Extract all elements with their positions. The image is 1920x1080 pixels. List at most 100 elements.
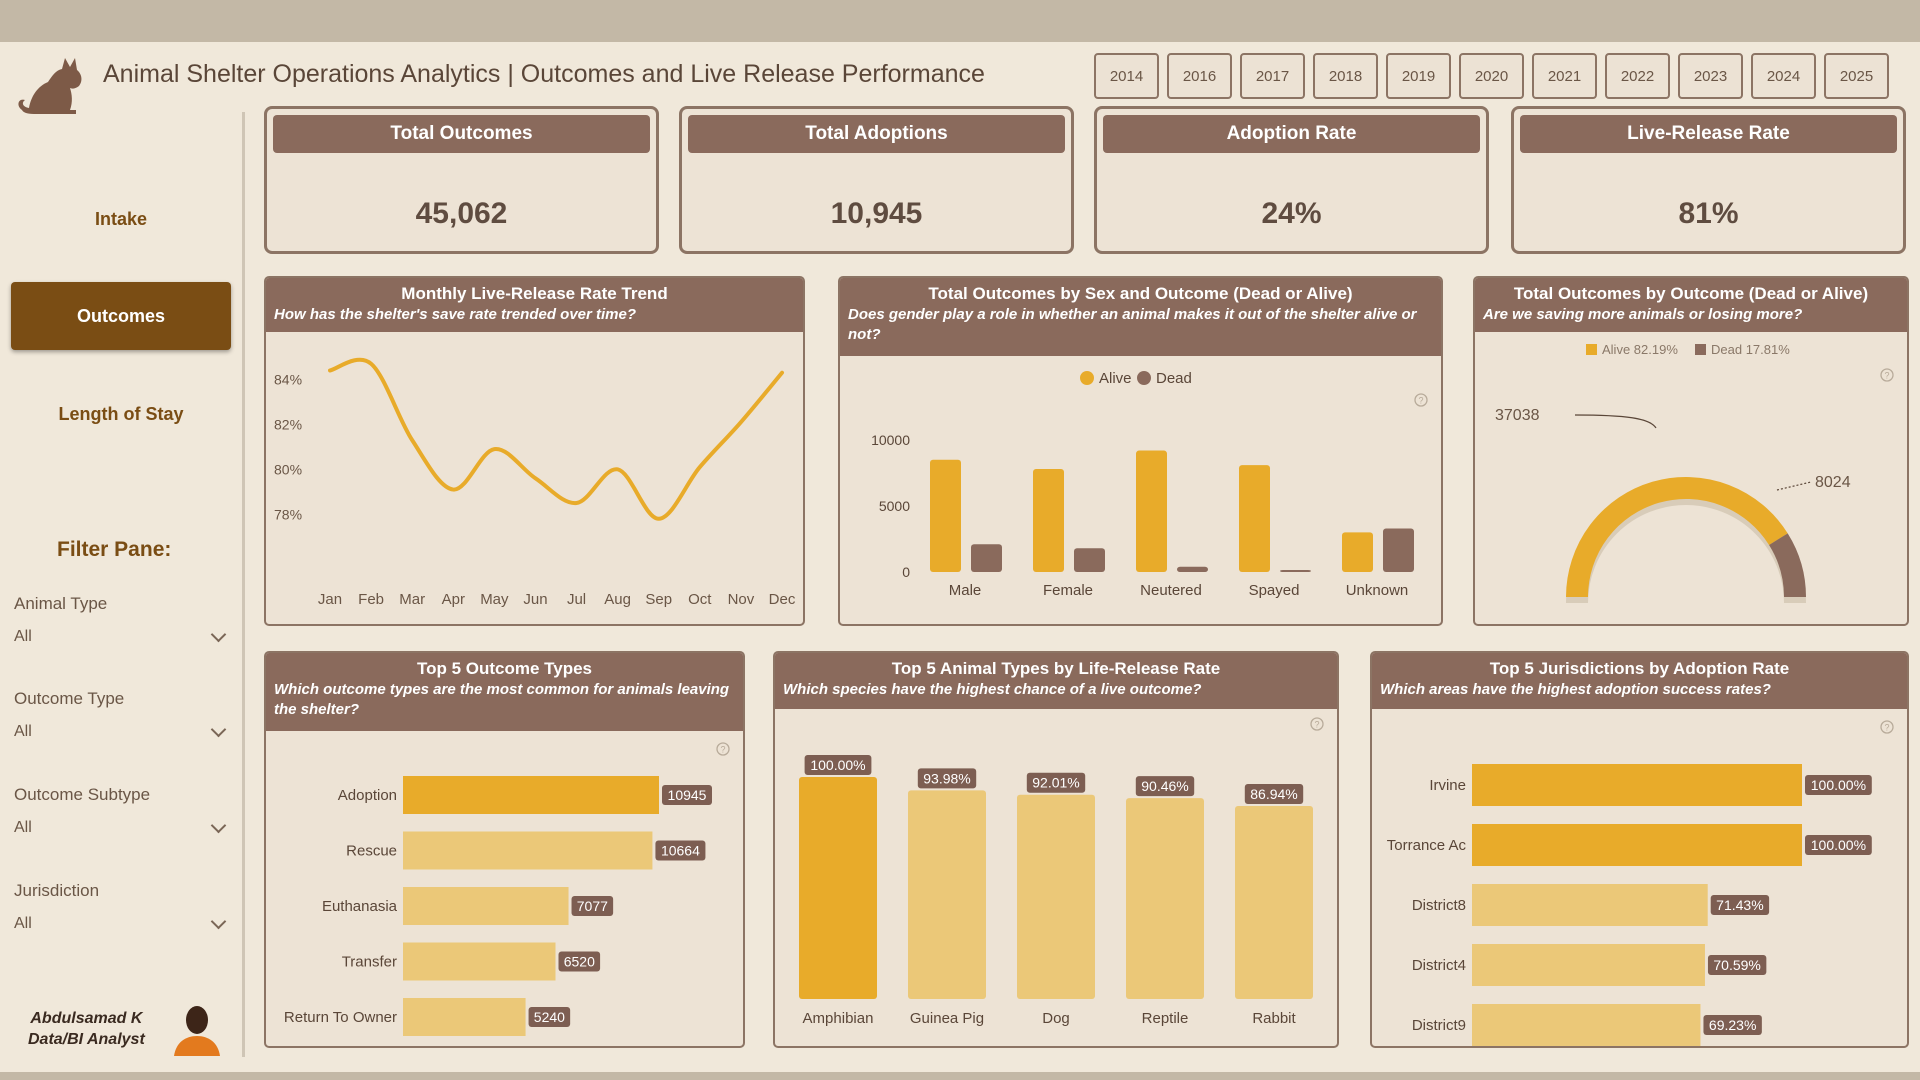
nav-intake[interactable]: Intake bbox=[94, 208, 148, 229]
svg-text:?: ? bbox=[1418, 396, 1423, 406]
filter-dropdown[interactable]: All bbox=[14, 626, 228, 646]
bar bbox=[403, 942, 556, 981]
y-axis-tick-label: Transfer bbox=[342, 954, 397, 971]
x-axis-tick-label: Reptile bbox=[1142, 1010, 1189, 1027]
nav-outcomes[interactable]: Outcomes bbox=[11, 282, 231, 350]
x-axis-tick-label: Mar bbox=[399, 591, 425, 608]
data-label: 10664 bbox=[661, 843, 700, 859]
y-axis-tick-label: Torrance Ac bbox=[1387, 837, 1467, 854]
x-axis-tick-label: Jul bbox=[567, 591, 586, 608]
filter-outcome-subtype: Outcome Subtype All bbox=[14, 785, 228, 837]
x-axis-tick-label: Jan bbox=[318, 591, 342, 608]
filter-label: Outcome Subtype bbox=[14, 785, 151, 804]
y-axis-tick-label: 5000 bbox=[879, 498, 910, 514]
x-axis-tick-label: Male bbox=[949, 582, 982, 599]
year-button[interactable]: 2014 bbox=[1094, 53, 1159, 99]
year-button[interactable]: 2021 bbox=[1532, 53, 1597, 99]
chart-subtitle: Which outcome types are the most common … bbox=[274, 681, 730, 718]
data-label-bg bbox=[558, 951, 601, 972]
year-button[interactable]: 2023 bbox=[1678, 53, 1743, 99]
legend-marker-dead bbox=[1137, 371, 1151, 385]
x-axis-tick-label: Nov bbox=[728, 591, 755, 608]
bar bbox=[1472, 1004, 1701, 1046]
x-axis-tick-label: Amphibian bbox=[803, 1010, 874, 1027]
gauge-arc-dead bbox=[1768, 533, 1806, 598]
filter-dropdown[interactable]: All bbox=[14, 913, 228, 933]
svg-text:?: ? bbox=[720, 745, 725, 755]
panel-outcomes-by-sex: Total Outcomes by Sex and Outcome (Dead … bbox=[838, 276, 1443, 626]
author-credit: Abdulsamad K Data/BI Analyst bbox=[28, 1008, 145, 1050]
kpi-label: Total Outcomes bbox=[273, 115, 650, 153]
kpi-value: 10,945 bbox=[830, 197, 923, 230]
data-label-bg bbox=[1026, 772, 1086, 793]
data-label: 100.00% bbox=[810, 757, 865, 773]
filter-label: Jurisdiction bbox=[14, 881, 100, 900]
x-axis-tick-label: Oct bbox=[688, 591, 712, 608]
year-button[interactable]: 2025 bbox=[1824, 53, 1889, 99]
chart-subtitle: How has the shelter's save rate trended … bbox=[274, 306, 637, 323]
year-button[interactable]: 2016 bbox=[1167, 53, 1232, 99]
help-icon[interactable]: ? bbox=[1414, 393, 1428, 407]
bar-dead bbox=[1383, 528, 1414, 572]
y-axis-tick-label: 78% bbox=[274, 506, 302, 522]
panel-top-animal-types: Top 5 Animal Types by Life-Release Rate … bbox=[773, 651, 1339, 1048]
line-chart: 84% 82% 80% 78% Jan Feb Mar Apr May Jun Jul Aug Sep O… bbox=[274, 357, 796, 608]
help-icon[interactable]: ? bbox=[716, 742, 730, 756]
data-label-bg bbox=[1707, 955, 1767, 975]
chart-subtitle: Does gender play a role in whether an an… bbox=[848, 306, 1417, 343]
grouped-bar-chart: Alive Dead? 10000 5000 0 Male Female Neutered Sp… bbox=[871, 370, 1428, 599]
panel-top-jurisdictions: Top 5 Jurisdictions by Adoption Rate Whi… bbox=[1370, 651, 1909, 1048]
filter-value: All bbox=[14, 819, 32, 836]
panel-header: Monthly Live-Release Rate Trend How has … bbox=[266, 278, 803, 332]
filter-label: Outcome Type bbox=[14, 689, 125, 708]
bar-dead bbox=[1074, 548, 1105, 572]
bar-dead bbox=[1280, 570, 1311, 572]
x-axis-tick-label: Jun bbox=[523, 591, 547, 608]
year-button[interactable]: 2024 bbox=[1751, 53, 1816, 99]
year-button[interactable]: 2019 bbox=[1386, 53, 1451, 99]
filter-dropdown[interactable]: All bbox=[14, 721, 228, 741]
data-label: 10945 bbox=[668, 787, 707, 803]
bar-alive bbox=[930, 459, 961, 572]
y-axis-tick-label: Euthanasia bbox=[322, 898, 398, 915]
cat-logo-icon bbox=[18, 58, 82, 114]
leader-line bbox=[1574, 414, 1657, 429]
kpi-card-adoption-rate: Adoption Rate 24% bbox=[1094, 106, 1489, 254]
kpi-card-live-release-rate: Live-Release Rate 81% bbox=[1511, 106, 1906, 254]
y-axis-tick-label: District8 bbox=[1412, 897, 1466, 914]
data-label-bg bbox=[917, 768, 977, 789]
panel-header: Total Outcomes by Outcome (Dead or Alive… bbox=[1475, 278, 1907, 332]
y-axis-tick-label: 10000 bbox=[871, 432, 910, 448]
kpi-card-total-outcomes: Total Outcomes 45,062 bbox=[264, 106, 659, 254]
help-icon[interactable]: ? bbox=[1310, 717, 1324, 731]
kpi-label: Live-Release Rate bbox=[1520, 115, 1897, 153]
avatar bbox=[174, 1006, 220, 1056]
help-icon[interactable]: ? bbox=[1880, 720, 1894, 734]
svg-text:?: ? bbox=[1314, 720, 1319, 730]
year-button[interactable]: 2017 bbox=[1240, 53, 1305, 99]
data-label-bg bbox=[571, 896, 614, 916]
filter-value: All bbox=[14, 723, 32, 740]
bar bbox=[1472, 764, 1802, 806]
chart-title: Total Outcomes by Outcome (Dead or Alive… bbox=[1513, 284, 1869, 303]
help-icon[interactable]: ? bbox=[1880, 368, 1894, 382]
bar bbox=[1017, 794, 1095, 999]
bar-alive bbox=[1342, 532, 1373, 572]
year-button[interactable]: 2022 bbox=[1605, 53, 1670, 99]
nav-length-of-stay[interactable]: Length of Stay bbox=[58, 403, 184, 424]
x-axis-tick-label: Spayed bbox=[1249, 582, 1300, 599]
x-axis-tick-label: May bbox=[480, 591, 509, 608]
legend-marker-dead bbox=[1695, 344, 1706, 355]
trend-line bbox=[328, 357, 784, 521]
y-axis-tick-label: Irvine bbox=[1429, 777, 1466, 794]
chart-title: Monthly Live-Release Rate Trend bbox=[401, 284, 668, 303]
data-label-bg bbox=[1710, 895, 1770, 915]
legend-label-dead: Dead bbox=[1156, 370, 1192, 387]
bar-dead bbox=[971, 544, 1002, 572]
year-button[interactable]: 2020 bbox=[1459, 53, 1524, 99]
bar bbox=[403, 831, 653, 870]
filter-dropdown[interactable]: All bbox=[14, 817, 228, 837]
filter-value: All bbox=[14, 915, 32, 932]
data-label: 8024 bbox=[1815, 474, 1851, 491]
year-button[interactable]: 2018 bbox=[1313, 53, 1378, 99]
